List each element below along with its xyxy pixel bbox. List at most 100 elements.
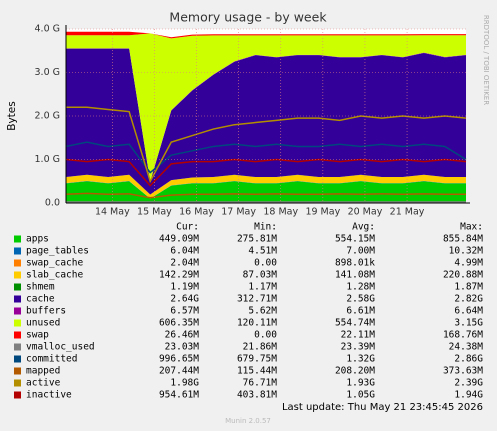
- legend-stat: 855.84M: [443, 234, 483, 245]
- x-tick-label: 17 May: [221, 207, 256, 218]
- legend-stat: 6.57M: [170, 306, 199, 317]
- legend-stat: 2.39G: [454, 378, 483, 389]
- legend-label: vmalloc_used: [26, 342, 95, 353]
- legend-stat: 3.15G: [454, 318, 483, 329]
- legend-stat: 141.08M: [335, 270, 375, 281]
- line: [65, 158, 467, 187]
- legend-label: swap: [26, 330, 49, 341]
- legend-label: shmem: [26, 282, 55, 293]
- legend-label: committed: [26, 354, 77, 365]
- legend-stat: 220.88M: [443, 270, 483, 281]
- plot: [65, 31, 467, 203]
- legend-stat: 22.11M: [341, 330, 376, 341]
- y-axis-label: Bytes: [6, 101, 18, 130]
- legend-stat: 606.35M: [159, 318, 199, 329]
- x-tick-label: 15 May: [137, 207, 172, 218]
- legend-swatch: [14, 367, 21, 375]
- version: Munin 2.0.57: [225, 417, 271, 425]
- legend-stat: 954.61M: [159, 390, 199, 401]
- legend-label: unused: [26, 318, 60, 329]
- legend-stat: 10.32M: [449, 246, 484, 257]
- legend-stat: 1.19M: [170, 282, 199, 293]
- legend-stat: 5.62M: [248, 306, 277, 317]
- legend-label: swap_cache: [26, 258, 83, 269]
- legend-stat: 2.04M: [170, 258, 199, 269]
- legend-stat: 2.86G: [454, 354, 483, 365]
- legend-stat: 0.00: [254, 330, 277, 341]
- legend-header: Min:: [254, 222, 277, 233]
- legend-swatch: [14, 271, 21, 279]
- legend-stat: 312.71M: [237, 294, 277, 305]
- area: [66, 181, 466, 203]
- legend-stat: 1.05G: [346, 390, 375, 401]
- legend-stat: 142.29M: [159, 270, 199, 281]
- legend-stat: 21.86M: [243, 342, 278, 353]
- legend-swatch: [14, 247, 21, 255]
- area: [66, 31, 466, 39]
- legend-stat: 168.76M: [443, 330, 483, 341]
- x-tick-label: 18 May: [263, 207, 298, 218]
- legend-swatch: [14, 343, 21, 351]
- legend-stat: 996.65M: [159, 354, 199, 365]
- legend-stat: 403.81M: [237, 390, 277, 401]
- chart-title: Memory usage - by week: [169, 10, 327, 25]
- x-tick-label: 14 May: [95, 207, 130, 218]
- legend-stat: 23.39M: [341, 342, 376, 353]
- legend-stat: 7.00M: [346, 246, 375, 257]
- legend-stat: 2.58G: [346, 294, 375, 305]
- legend-stat: 1.98G: [170, 378, 199, 389]
- legend-label: cache: [26, 294, 55, 305]
- legend-stat: 115.44M: [237, 366, 277, 377]
- legend-header: Avg:: [352, 222, 375, 233]
- legend-header: Max:: [460, 222, 483, 233]
- legend-stat: 2.64G: [170, 294, 199, 305]
- legend-label: apps: [26, 234, 49, 245]
- line: [65, 192, 466, 199]
- legend-stat: 679.75M: [237, 354, 277, 365]
- legend-stat: 554.74M: [335, 318, 375, 329]
- legend-swatch: [14, 331, 21, 339]
- legend-swatch: [14, 319, 21, 327]
- legend-swatch: [14, 379, 21, 387]
- legend-swatch: [14, 259, 21, 267]
- side-label: RRDTOOL / TOBI OETIKER: [482, 15, 490, 105]
- legend-stat: 275.81M: [237, 234, 277, 245]
- legend-stat: 449.09M: [159, 234, 199, 245]
- x-tick-label: 19 May: [305, 207, 340, 218]
- y-tick-label: 0.0: [45, 198, 60, 209]
- legend-stat: 1.87M: [454, 282, 483, 293]
- y-tick-label: 2.0 G: [35, 111, 61, 122]
- area: [66, 33, 466, 182]
- footer: Last update: Thu May 21 23:45:45 2026: [282, 402, 483, 413]
- legend-stat: 6.04M: [170, 246, 199, 257]
- x-tick-label: 16 May: [179, 207, 214, 218]
- legend-label: inactive: [26, 390, 72, 401]
- legend-label: buffers: [26, 306, 66, 317]
- legend-stat: 1.94G: [454, 390, 483, 401]
- legend-stat: 0.00: [254, 258, 277, 269]
- legend-stat: 373.63M: [443, 366, 483, 377]
- legend-label: page_tables: [26, 246, 89, 257]
- legend-stat: 4.51M: [248, 246, 277, 257]
- legend-swatch: [14, 307, 21, 315]
- legend-stat: 1.28M: [346, 282, 375, 293]
- legend-swatch: [14, 235, 21, 243]
- legend-stat: 6.64M: [454, 306, 483, 317]
- legend-stat: 26.46M: [165, 330, 200, 341]
- y-tick-label: 3.0 G: [35, 67, 61, 78]
- area: [66, 174, 466, 195]
- legend-header: Cur:: [176, 222, 199, 233]
- legend-swatch: [14, 283, 21, 291]
- legend-stat: 23.03M: [165, 342, 200, 353]
- legend-label: mapped: [26, 366, 60, 377]
- legend-swatch: [14, 355, 21, 363]
- x-tick-label: 21 May: [390, 207, 425, 218]
- area: [66, 174, 466, 199]
- legend-stat: 554.15M: [335, 234, 375, 245]
- legend-stat: 87.03M: [243, 270, 278, 281]
- legend-stat: 1.17M: [248, 282, 277, 293]
- legend-stat: 24.38M: [449, 342, 484, 353]
- line: [66, 106, 467, 184]
- legend-swatch: [14, 391, 21, 399]
